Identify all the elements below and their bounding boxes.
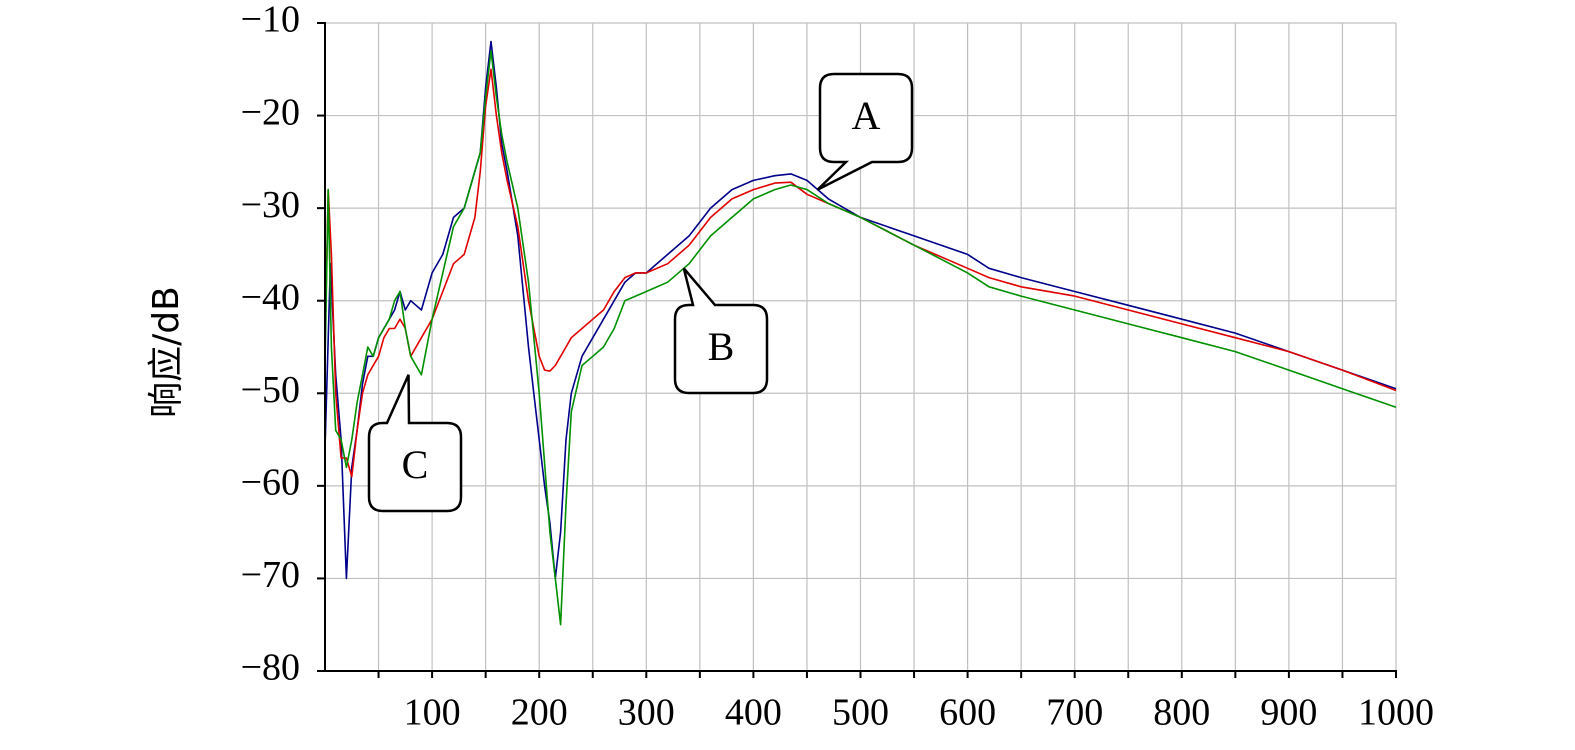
callout-box-a <box>816 72 914 191</box>
series-group <box>324 40 1397 626</box>
x-tick-label: 500 <box>832 692 889 734</box>
y-tick-label: −10 <box>241 0 300 41</box>
callout-box-c <box>367 374 463 513</box>
x-tick-label: 200 <box>511 692 568 734</box>
callout-box-b <box>673 267 769 395</box>
callouts: A B C <box>367 72 914 513</box>
grid-lines <box>325 22 1397 671</box>
x-tick-label: 600 <box>939 692 996 734</box>
y-tick-label: −70 <box>241 554 300 596</box>
axes <box>317 22 1397 678</box>
y-tick-label: −40 <box>241 276 300 318</box>
callout-label-b: B <box>708 324 735 369</box>
y-tick-label: −50 <box>241 369 300 411</box>
x-tick-label: 700 <box>1046 692 1103 734</box>
y-axis-label: 响应/dB <box>146 286 187 418</box>
callout-label-c: C <box>402 442 429 487</box>
x-tick-label: 800 <box>1153 692 1210 734</box>
y-tick-label: −60 <box>241 462 300 504</box>
y-tick-label: −80 <box>241 647 300 689</box>
callout-label-a: A <box>852 93 881 138</box>
x-tick-label: 1000 <box>1358 692 1434 734</box>
x-tick-label: 300 <box>618 692 675 734</box>
y-tick-labels: −10 −20 −30 −40 −50 −60 −70 −80 <box>241 0 300 689</box>
x-tick-label: 100 <box>404 692 461 734</box>
x-tick-label: 900 <box>1260 692 1317 734</box>
y-tick-label: −30 <box>241 184 300 226</box>
x-tick-label: 400 <box>725 692 782 734</box>
y-tick-label: −20 <box>241 91 300 133</box>
series-line-3 <box>324 49 1397 626</box>
x-tick-labels: 100 200 300 400 500 600 700 800 900 1000 <box>404 692 1434 734</box>
